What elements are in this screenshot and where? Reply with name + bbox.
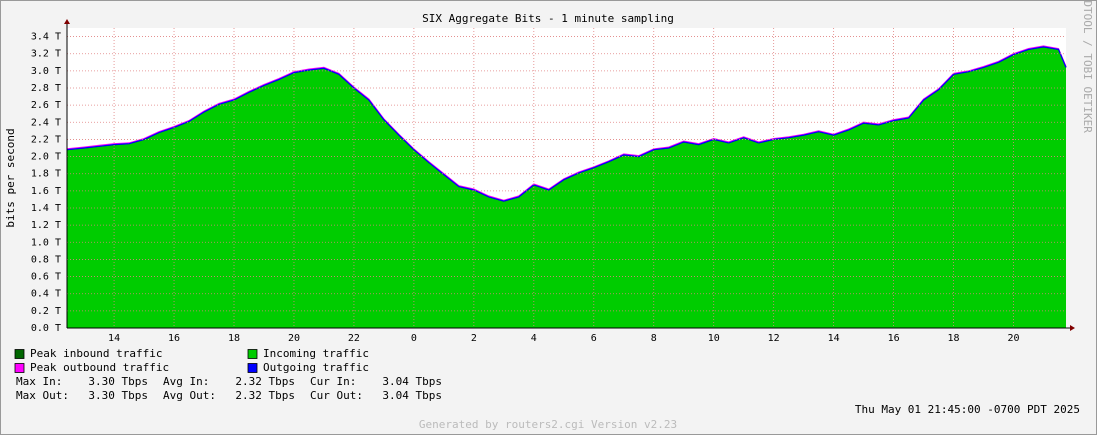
x-tick-label: 2 bbox=[471, 333, 477, 344]
y-tick-label: 2.8 T bbox=[31, 83, 61, 94]
x-tick-label: 12 bbox=[768, 333, 780, 344]
x-tick-label: 6 bbox=[591, 333, 597, 344]
stat-value: 3.30 Tbps bbox=[88, 389, 148, 402]
x-tick-label: 14 bbox=[828, 333, 840, 344]
x-tick-label: 8 bbox=[651, 333, 657, 344]
x-tick-label: 20 bbox=[288, 333, 300, 344]
y-tick-label: 0.6 T bbox=[31, 272, 61, 283]
stat-label: Max Out: bbox=[16, 389, 69, 402]
legend-label: Outgoing traffic bbox=[263, 361, 369, 374]
y-tick-label: 1.0 T bbox=[31, 237, 61, 248]
y-tick-label: 2.0 T bbox=[31, 152, 61, 163]
y-tick-label: 0.2 T bbox=[31, 306, 61, 317]
legend-swatch bbox=[247, 363, 258, 373]
stat-value: 2.32 Tbps bbox=[235, 389, 295, 402]
axis-arrow bbox=[1070, 325, 1075, 331]
x-tick-label: 20 bbox=[1008, 333, 1020, 344]
y-tick-label: 0.0 T bbox=[31, 323, 61, 334]
stat-label: Cur Out: bbox=[310, 389, 363, 402]
y-tick-label: 0.4 T bbox=[31, 289, 61, 300]
y-tick-label: 3.2 T bbox=[31, 49, 61, 60]
legend-label: Peak inbound traffic bbox=[30, 347, 162, 360]
y-tick-label: 3.0 T bbox=[31, 66, 61, 77]
legend-swatch bbox=[14, 363, 25, 373]
y-tick-label: 1.2 T bbox=[31, 220, 61, 231]
y-tick-label: 0.8 T bbox=[31, 254, 61, 265]
x-tick-label: 16 bbox=[168, 333, 180, 344]
stat-value: 3.30 Tbps bbox=[88, 375, 148, 388]
x-tick-label: 18 bbox=[228, 333, 240, 344]
y-tick-label: 1.6 T bbox=[31, 186, 61, 197]
stat-value: 3.04 Tbps bbox=[382, 375, 442, 388]
stat-label: Avg Out: bbox=[163, 389, 216, 402]
x-tick-label: 14 bbox=[108, 333, 120, 344]
line bbox=[66, 46, 1067, 202]
chart-title: SIX Aggregate Bits - 1 minute sampling bbox=[422, 12, 674, 25]
y-tick-label: 1.8 T bbox=[31, 169, 61, 180]
stat-value: 3.04 Tbps bbox=[382, 389, 442, 402]
x-tick-label: 10 bbox=[708, 333, 720, 344]
line bbox=[66, 45, 1067, 201]
y-axis-label: bits per second bbox=[4, 128, 17, 227]
x-tick-label: 18 bbox=[948, 333, 960, 344]
x-tick-label: 4 bbox=[531, 333, 537, 344]
y-tick-label: 2.4 T bbox=[31, 117, 61, 128]
stat-label: Max In: bbox=[16, 375, 62, 388]
x-tick-label: 0 bbox=[411, 333, 417, 344]
x-tick-label: 22 bbox=[348, 333, 360, 344]
legend-swatch bbox=[14, 349, 25, 359]
x-tick-label: 16 bbox=[888, 333, 900, 344]
stat-label: Avg In: bbox=[163, 375, 209, 388]
y-tick-label: 2.6 T bbox=[31, 100, 61, 111]
stat-label: Cur In: bbox=[310, 375, 356, 388]
legend-label: Incoming traffic bbox=[263, 347, 369, 360]
watermark: RRDTOOL / TOBI OETIKER bbox=[1081, 0, 1094, 133]
legend-swatch bbox=[247, 349, 258, 359]
area bbox=[67, 46, 1066, 329]
y-tick-label: 1.4 T bbox=[31, 203, 61, 214]
legend-label: Peak outbound traffic bbox=[30, 361, 169, 374]
footer: Generated by routers2.cgi Version v2.23 bbox=[419, 418, 677, 431]
axis-arrow bbox=[64, 19, 70, 24]
timestamp: Thu May 01 21:45:00 -0700 PDT 2025 bbox=[855, 403, 1080, 416]
y-tick-label: 3.4 T bbox=[31, 32, 61, 43]
stat-value: 2.32 Tbps bbox=[235, 375, 295, 388]
y-tick-label: 2.2 T bbox=[31, 134, 61, 145]
